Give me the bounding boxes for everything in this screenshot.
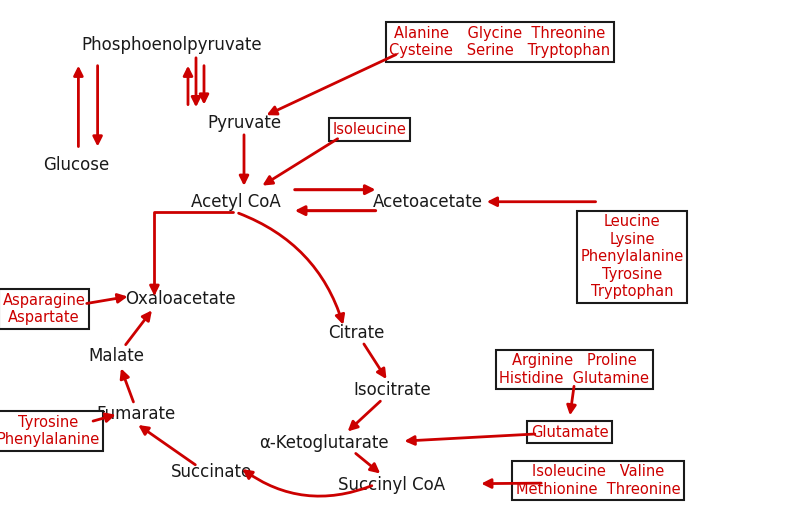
- Text: Tyrosine
Phenylalanine: Tyrosine Phenylalanine: [0, 414, 100, 447]
- Text: Oxaloacetate: Oxaloacetate: [125, 290, 235, 308]
- Text: Malate: Malate: [88, 347, 144, 365]
- Text: Glucose: Glucose: [43, 156, 109, 174]
- Text: Fumarate: Fumarate: [96, 405, 176, 423]
- Text: Arginine   Proline
Histidine  Glutamine: Arginine Proline Histidine Glutamine: [499, 353, 650, 386]
- Text: Acetoacetate: Acetoacetate: [373, 193, 483, 211]
- Text: Citrate: Citrate: [328, 324, 384, 342]
- Text: α-Ketoglutarate: α-Ketoglutarate: [259, 434, 389, 452]
- Text: Isoleucine   Valine
Methionine  Threonine: Isoleucine Valine Methionine Threonine: [516, 464, 681, 497]
- Text: Alanine    Glycine  Threonine
Cysteine   Serine   Tryptophan: Alanine Glycine Threonine Cysteine Serin…: [390, 26, 610, 58]
- Text: Succinate: Succinate: [171, 463, 253, 481]
- Text: Phosphoenolpyruvate: Phosphoenolpyruvate: [82, 36, 262, 53]
- Text: Asparagine
Aspartate: Asparagine Aspartate: [2, 293, 86, 325]
- Text: Pyruvate: Pyruvate: [207, 114, 281, 132]
- Text: Isocitrate: Isocitrate: [353, 381, 431, 399]
- Text: Leucine
Lysine
Phenylalanine
Tyrosine
Tryptophan: Leucine Lysine Phenylalanine Tyrosine Tr…: [580, 214, 684, 299]
- Text: Succinyl CoA: Succinyl CoA: [338, 476, 446, 494]
- Text: Acetyl CoA: Acetyl CoA: [191, 193, 281, 211]
- Text: Isoleucine: Isoleucine: [333, 122, 406, 137]
- Text: Glutamate: Glutamate: [530, 425, 609, 440]
